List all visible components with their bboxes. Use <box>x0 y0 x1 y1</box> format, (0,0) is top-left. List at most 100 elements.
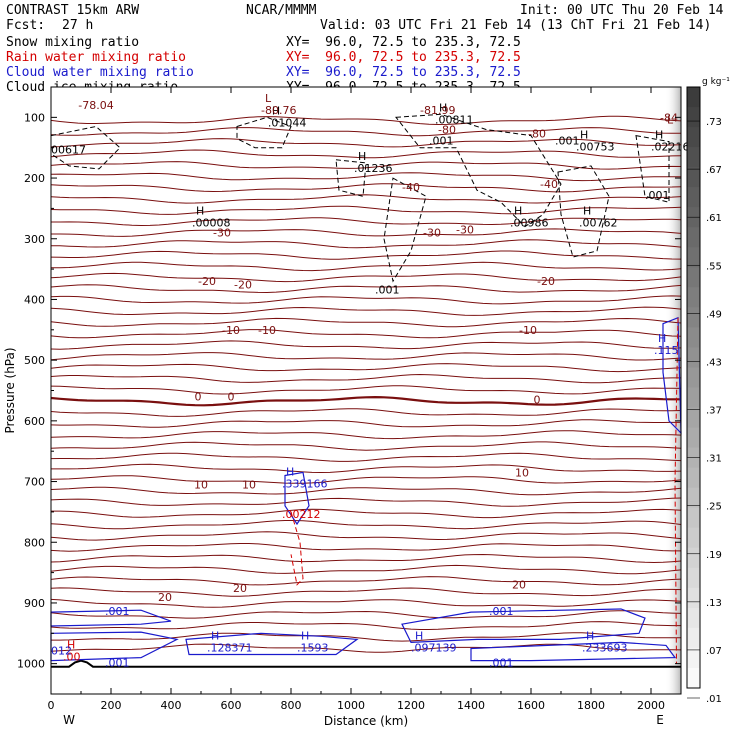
forecast-label: Fcst: <box>6 18 46 33</box>
colorbar-segment <box>687 387 700 409</box>
extremum-symbol: H <box>67 639 75 652</box>
colorbar-segment <box>687 407 700 429</box>
extremum-symbol: H <box>583 205 591 218</box>
isotherm-line <box>50 272 682 283</box>
x-tick-label: 2000 <box>637 699 665 712</box>
cloud-water-contour <box>470 641 677 662</box>
ground-line <box>51 659 681 668</box>
isotherm-label: -30 <box>213 227 231 240</box>
isotherm-label: 20 <box>512 579 526 592</box>
snow-contour <box>50 125 121 170</box>
x-axis-title: Distance (km) <box>324 714 408 728</box>
extremum-symbol: H <box>580 129 588 142</box>
snow-contour <box>335 159 367 197</box>
colorbar-units: g kg⁻¹ <box>702 77 730 87</box>
extremum-symbol: H <box>514 205 522 218</box>
extremum-value: .001 <box>489 657 514 670</box>
isotherm-line <box>50 520 682 530</box>
y-tick-label: 700 <box>24 476 45 489</box>
colorbar-segment <box>687 427 700 449</box>
west-label: W <box>63 713 75 727</box>
isotherm-line <box>50 543 681 552</box>
cloud-water-contour <box>284 471 310 526</box>
colorbar-segment <box>687 187 700 208</box>
x-tick-label: 800 <box>281 699 302 712</box>
isotherm-label: 0 <box>195 391 202 404</box>
colorbar-segment <box>687 567 700 589</box>
y-tick-label: 800 <box>24 536 45 549</box>
forecast-hour: 27 h <box>62 18 94 33</box>
colorbar-label: .67 <box>706 165 722 176</box>
colorbar-segment <box>687 127 700 148</box>
isotherm-label: -84 <box>660 111 678 124</box>
isotherm-label: -20 <box>234 278 252 291</box>
east-label: E <box>656 713 664 727</box>
extremum-symbol: H <box>301 629 309 642</box>
field-name-snow: Snow mixing ratio <box>6 35 140 50</box>
isotherm-line <box>50 385 682 395</box>
isotherm-line <box>50 587 682 597</box>
isotherm-label: 10 <box>242 479 256 492</box>
isotherm-line <box>50 183 682 193</box>
x-tick-label: 1600 <box>517 699 545 712</box>
isotherm-label: -40 <box>402 181 420 194</box>
colorbar-segment <box>687 267 700 288</box>
snow-contour <box>557 165 610 258</box>
isotherm-label: -80 <box>528 128 546 141</box>
x-tick-label: 600 <box>221 699 242 712</box>
colorbar-segment <box>687 547 700 569</box>
isotherm-line <box>50 295 682 305</box>
isotherm-line <box>51 217 682 227</box>
isotherm-label: -78.04 <box>78 99 113 112</box>
x-tick-label: 200 <box>101 699 122 712</box>
extremum-value: 012 <box>51 644 72 657</box>
isotherm-line <box>51 632 681 642</box>
extremum-value: .001 <box>645 189 670 202</box>
extremum-symbol: H <box>415 629 423 642</box>
isotherm-line <box>50 205 682 215</box>
extremum-value: .001 <box>375 283 400 296</box>
extremum-symbol: H <box>211 629 219 642</box>
extremum-value: .001 <box>105 605 130 618</box>
y-tick-label: 100 <box>24 111 45 124</box>
isotherm-line <box>50 395 681 407</box>
isotherm-line <box>50 317 682 328</box>
y-tick-label: 500 <box>24 354 45 367</box>
x-tick-label: 1400 <box>457 699 485 712</box>
extremum-value: .001 <box>429 135 454 148</box>
init-time: Init: 00 UTC Thu 20 Feb 14 <box>520 3 724 18</box>
colorbar-segment <box>687 87 700 108</box>
extremum-symbol: H <box>655 129 663 142</box>
extremum-value: .001 <box>489 605 514 618</box>
isotherm-label: 0 <box>228 391 235 404</box>
extremum-value: .115 <box>654 344 679 357</box>
isotherm-line <box>50 373 681 384</box>
isotherm-line <box>50 643 682 653</box>
colorbar-segment <box>687 307 700 328</box>
isotherm-line <box>50 452 682 462</box>
x-tick-label: 0 <box>48 699 55 712</box>
colorbar-label: .25 <box>706 502 722 513</box>
colorbar-segment <box>687 667 700 689</box>
isotherm-line <box>50 408 682 417</box>
y-tick-label: 900 <box>24 597 45 610</box>
colorbar-segment <box>687 287 700 308</box>
colorbar-segment <box>687 507 700 529</box>
isotherm-line <box>50 239 682 249</box>
isotherm-line <box>50 284 682 294</box>
isotherm-line <box>51 508 682 519</box>
isotherm-line <box>50 138 682 148</box>
extremum-value: .001 <box>105 657 130 670</box>
snow-contour <box>236 116 292 149</box>
colorbar-segment <box>687 347 700 368</box>
colorbar-label: .01 <box>706 694 722 705</box>
field-name-rain: Rain water mixing ratio <box>6 50 187 65</box>
isotherm-line <box>50 564 682 575</box>
colorbar-label: .19 <box>706 550 722 561</box>
colorbar-segment <box>687 607 700 629</box>
y-tick-label: 200 <box>24 172 45 185</box>
isotherm-line <box>50 430 682 440</box>
isotherm-label: 0 <box>534 394 541 407</box>
isotherm-label: -30 <box>423 227 441 240</box>
